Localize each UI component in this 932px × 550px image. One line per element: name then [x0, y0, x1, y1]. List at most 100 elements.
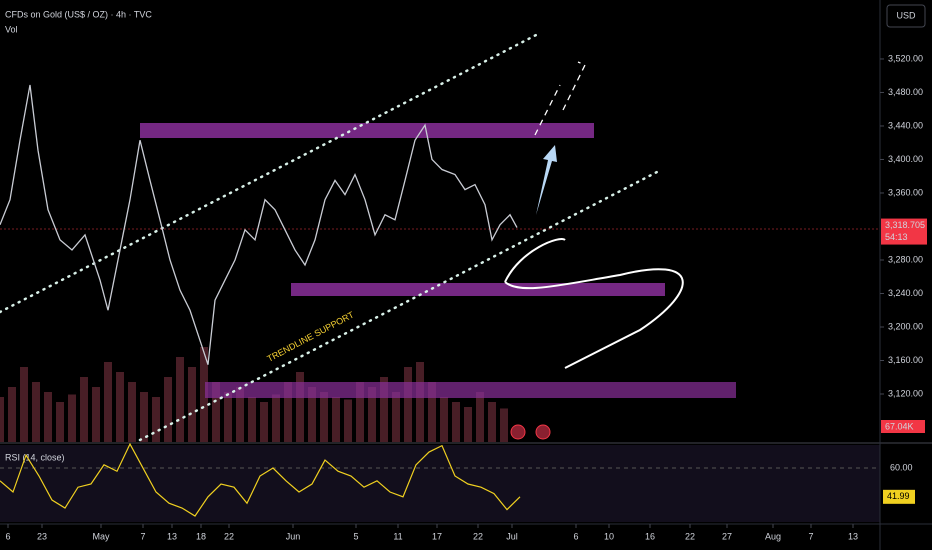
volume-bar [428, 382, 436, 442]
rsi-tick-label: 60.00 [890, 462, 913, 472]
x-tick-label: 6 [5, 531, 10, 541]
volume-bar [200, 347, 208, 442]
x-tick-label: 16 [645, 531, 655, 541]
volume-bar [272, 394, 280, 442]
price-line [0, 84, 518, 365]
price-layer [0, 84, 518, 365]
volume-bar [164, 377, 172, 442]
y-tick-label: 3,360.00 [888, 187, 923, 197]
y-tick-label: 3,520.00 [888, 53, 923, 63]
volume-bar [212, 382, 220, 442]
x-tick-label: 11 [393, 531, 402, 541]
price-chip [881, 218, 927, 245]
y-tick-label: 3,160.00 [888, 355, 923, 365]
x-tick-label: 7 [140, 531, 145, 541]
volume-bar [416, 362, 424, 442]
volume-bar [188, 367, 196, 442]
volume-bar [380, 377, 388, 442]
volume-bar [224, 392, 232, 442]
volume-layer [0, 347, 508, 442]
x-tick-label: Jul [506, 531, 518, 541]
projection-curve [504, 238, 684, 369]
volume-bar [176, 357, 184, 442]
volume-bar [488, 402, 496, 442]
volume-bar [44, 392, 52, 442]
volume-bar [248, 397, 256, 442]
volume-bar [236, 387, 244, 442]
demand-zone [205, 382, 736, 398]
x-tick-label: 6 [573, 531, 578, 541]
x-tick-label: 18 [196, 531, 206, 541]
resistance-zone [140, 123, 594, 138]
volume-bar [404, 367, 412, 442]
volume-bar [500, 408, 508, 442]
currency[interactable]: USD [896, 10, 916, 20]
chart-title: CFDs on Gold (US$ / OZ) · 4h · TVC [5, 9, 152, 19]
volume-bar [152, 397, 160, 442]
y-tick-label: 3,280.00 [888, 254, 923, 264]
volume-bar [296, 372, 304, 442]
y-tick-label: 3,200.00 [888, 321, 923, 331]
volume-bar [452, 402, 460, 442]
volume-bar [320, 392, 328, 442]
rsi-last: 41.99 [887, 491, 910, 501]
y-tick-label: 3,440.00 [888, 120, 923, 130]
x-tick-label: Jun [286, 531, 301, 541]
volume-bar [260, 402, 268, 442]
volume-bar [92, 387, 100, 442]
event-icon[interactable] [535, 424, 551, 440]
volume-bar [308, 387, 316, 442]
y-tick-label: 3,480.00 [888, 87, 923, 97]
volume-bar [80, 377, 88, 442]
volume-bar [116, 372, 124, 442]
x-tick-label: 22 [224, 531, 234, 541]
x-tick-label: 13 [848, 531, 858, 541]
x-tick-label: 10 [604, 531, 614, 541]
volume-bar [104, 362, 112, 442]
volume-last: 67.04K [885, 421, 914, 431]
volume-chip [881, 420, 925, 433]
x-tick-label: 5 [353, 531, 358, 541]
x-tick-label: 22 [473, 531, 483, 541]
up-arrow [536, 145, 557, 215]
support-zone [291, 283, 665, 296]
event-icon[interactable] [510, 424, 526, 440]
x-tick-label: 22 [685, 531, 695, 541]
volume-bar [140, 392, 148, 442]
x-tick-label: May [92, 531, 110, 541]
volume-bar [476, 392, 484, 442]
y-tick-label: 3,400.00 [888, 154, 923, 164]
rsi-chip [883, 489, 915, 504]
volume-bar [68, 394, 76, 442]
target-arrow [534, 61, 586, 136]
volume-label: Vol [5, 24, 18, 34]
volume-bar [356, 382, 364, 442]
volume-bar [0, 397, 4, 442]
volume-bar [392, 392, 400, 442]
volume-bar [332, 397, 340, 442]
countdown: 54:13 [885, 232, 908, 242]
volume-bar [440, 397, 448, 442]
channel-bottom [138, 170, 659, 442]
y-tick-label: 3,240.00 [888, 288, 923, 298]
rsi-title: RSI (14, close) [5, 452, 65, 462]
volume-bar [368, 387, 376, 442]
x-tick-label: 7 [808, 531, 813, 541]
x-tick-label: 27 [722, 531, 732, 541]
currency-button[interactable] [886, 4, 926, 28]
price-last: 3,318.705 [885, 220, 925, 230]
y-tick-label: 3,120.00 [888, 388, 923, 398]
volume-bar [20, 367, 28, 442]
rsi-pane [0, 445, 880, 522]
x-tick-label: 13 [167, 531, 177, 541]
volume-bar [284, 382, 292, 442]
volume-bar [464, 407, 472, 442]
volume-bar [32, 382, 40, 442]
x-tick-label: Aug [765, 531, 781, 541]
axes-layer: 3,120.00 3,160.00 3,200.00 3,240.00 3,280.00… [0, 53, 927, 541]
x-tick-label: 23 [37, 531, 47, 541]
volume-bar [56, 402, 64, 442]
volume-bar [8, 387, 16, 442]
x-tick-label: 17 [432, 531, 442, 541]
